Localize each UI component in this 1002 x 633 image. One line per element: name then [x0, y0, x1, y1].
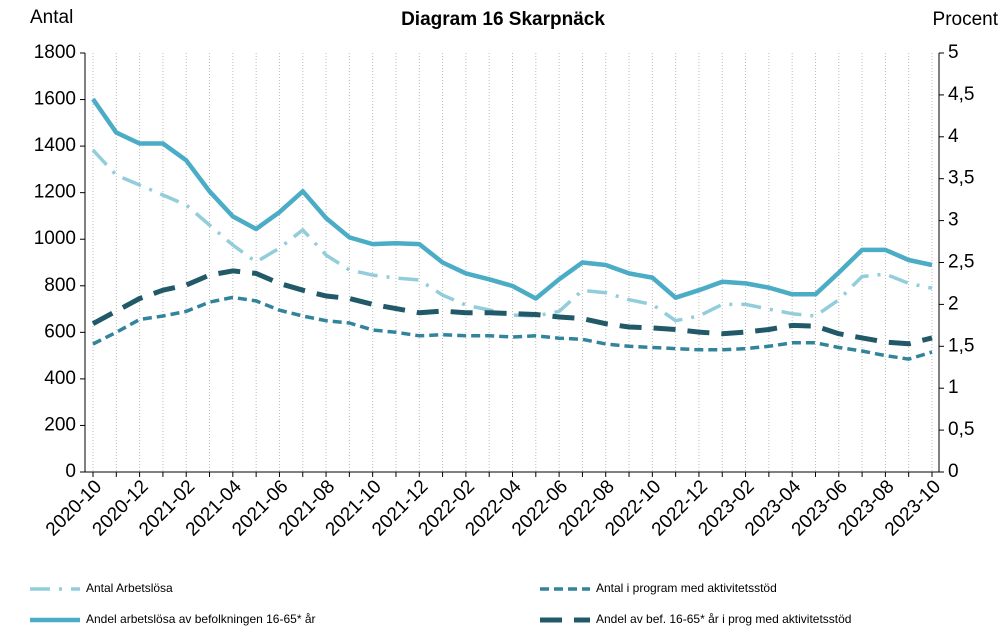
y2-tick-label: 0,5: [948, 419, 974, 440]
y-tick-label: 200: [44, 414, 76, 435]
series-line: [91, 148, 933, 323]
y-tick-label: 1600: [34, 89, 76, 110]
y2-tick-label: 3: [948, 210, 959, 231]
y2-tick-label: 1: [948, 377, 959, 398]
series-line: [91, 268, 933, 347]
y-tick-label: 600: [44, 321, 76, 342]
y2-tick-label: 0: [948, 461, 959, 482]
y-axis-label: Antal: [30, 7, 73, 28]
legend-label: Antal i program med aktivitetsstöd: [596, 581, 777, 595]
y-tick-label: 1200: [34, 182, 76, 203]
y-tick-label: 400: [44, 368, 76, 389]
series-line: [91, 97, 933, 301]
y2-tick-label: 4,5: [948, 84, 974, 105]
y2-axis-label: Procent: [933, 9, 999, 30]
y2-tick-label: 5: [948, 42, 959, 63]
y-tick-label: 1000: [34, 228, 76, 249]
legend-label: Andel av bef. 16-65* år i prog med aktiv…: [596, 612, 851, 626]
series-line: [92, 295, 933, 361]
y2-tick-label: 2,5: [948, 252, 974, 273]
legend-label: Andel arbetslösa av befolkningen 16-65* …: [86, 612, 316, 626]
legend-label: Antal Arbetslösa: [86, 581, 173, 595]
y2-tick-label: 4: [948, 126, 959, 147]
y-tick-label: 1400: [34, 135, 76, 156]
y2-tick-label: 2: [948, 293, 959, 314]
y2-tick-label: 3,5: [948, 168, 974, 189]
y-tick-label: 1800: [34, 42, 76, 63]
y-tick-label: 0: [65, 461, 76, 482]
y2-tick-label: 1,5: [948, 335, 974, 356]
chart-title: Diagram 16 Skarpnäck: [401, 9, 605, 30]
y-tick-label: 800: [44, 275, 76, 296]
